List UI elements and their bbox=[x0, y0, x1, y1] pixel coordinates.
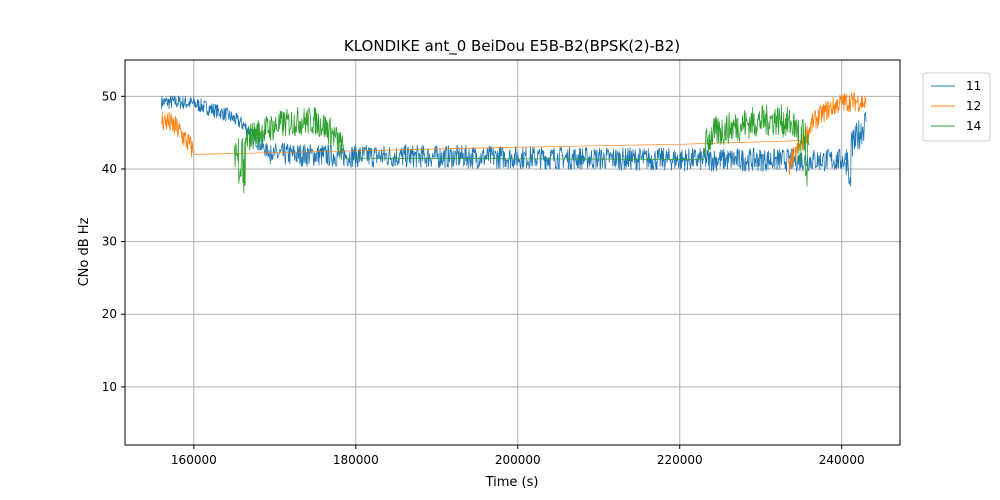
series-line bbox=[161, 111, 195, 158]
series-11 bbox=[161, 95, 867, 187]
legend-box bbox=[922, 72, 991, 142]
x-tick-label: 240000 bbox=[819, 453, 865, 467]
series-line bbox=[161, 95, 276, 165]
y-tick-label: 40 bbox=[102, 162, 117, 176]
legend-label: 12 bbox=[966, 99, 981, 113]
x-tick-label: 200000 bbox=[495, 453, 541, 467]
x-tick-label: 220000 bbox=[657, 453, 703, 467]
series-line bbox=[274, 142, 847, 172]
y-tick-label: 10 bbox=[102, 380, 117, 394]
legend: 11 12 14 bbox=[922, 72, 991, 142]
series-line bbox=[845, 112, 867, 187]
series-14 bbox=[233, 104, 810, 194]
grid-lines bbox=[125, 60, 900, 445]
legend-label: 14 bbox=[966, 119, 981, 133]
y-tick-label: 20 bbox=[102, 307, 117, 321]
y-axis-label: CNo dB Hz bbox=[77, 217, 92, 286]
legend-label: 11 bbox=[966, 79, 981, 93]
series-line bbox=[343, 157, 705, 160]
series-line bbox=[233, 107, 345, 194]
x-tick-label: 180000 bbox=[333, 453, 379, 467]
tick-layer: 160000 180000 200000 220000 240000 10 20 30 40 50 bbox=[102, 89, 865, 467]
series-layer bbox=[161, 91, 867, 194]
y-tick-label: 50 bbox=[102, 89, 117, 103]
series-line bbox=[703, 104, 810, 187]
y-tick-label: 30 bbox=[102, 235, 117, 249]
chart-title: KLONDIKE ant_0 BeiDou E5B-B2(BPSK(2)-B2) bbox=[344, 37, 680, 56]
x-axis-label: Time (s) bbox=[485, 475, 539, 490]
plot-frame bbox=[124, 59, 901, 446]
x-tick-label: 160000 bbox=[171, 453, 217, 467]
